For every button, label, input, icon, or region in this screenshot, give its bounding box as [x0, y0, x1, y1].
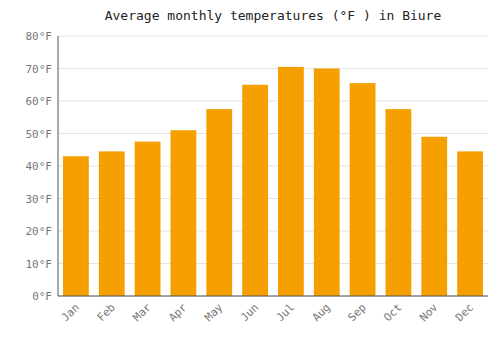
x-tick-label: Sep: [345, 301, 368, 324]
bar: [206, 109, 232, 296]
bar: [135, 142, 161, 296]
bar: [421, 137, 447, 296]
x-tick-label: Feb: [95, 301, 118, 324]
bar: [242, 85, 268, 296]
y-tick-label: 80°F: [26, 30, 53, 43]
bar: [99, 151, 125, 296]
x-tick-label: Jul: [274, 301, 297, 324]
x-tick-label: May: [202, 301, 226, 325]
bars: [63, 67, 483, 296]
chart: Average monthly temperatures (°F ) in Bi…: [0, 0, 500, 350]
title: Average monthly temperatures (°F ) in Bi…: [105, 8, 442, 23]
x-axis: [58, 296, 488, 297]
grid-line: [58, 36, 488, 37]
bar: [63, 156, 89, 296]
bar: [314, 69, 340, 297]
y-tick-label: 60°F: [26, 95, 53, 108]
bar: [278, 67, 304, 296]
y-tick-label: 20°F: [26, 225, 53, 238]
y-tick-label: 50°F: [26, 128, 53, 141]
grid-line: [58, 133, 488, 134]
bar: [350, 83, 376, 296]
grid-line: [58, 296, 488, 297]
x-tick-label: Jun: [238, 301, 261, 324]
x-tick-label: Oct: [381, 301, 404, 324]
x-tick-label: Apr: [166, 301, 190, 325]
grid: [58, 36, 488, 296]
bar: [457, 151, 483, 296]
y-tick-label: 40°F: [26, 160, 53, 173]
y-tick-labels: 0°F 10°F 20°F 30°F 40°F 50°F 60°F 70°F 80°F: [26, 30, 53, 303]
x-tick-label: Dec: [453, 301, 476, 324]
bar: [386, 109, 412, 296]
x-tick-label: Nov: [417, 301, 441, 325]
grid-line: [58, 68, 488, 69]
x-tick-label: Jan: [59, 301, 82, 324]
bar: [171, 130, 197, 296]
y-tick-label: 70°F: [26, 63, 53, 76]
grid-line: [58, 101, 488, 102]
y-tick-label: 10°F: [26, 258, 53, 271]
x-tick-label: Aug: [310, 301, 333, 324]
y-axis: [58, 36, 59, 296]
y-tick-label: 0°F: [32, 290, 52, 303]
x-tick-label: Mar: [130, 301, 154, 325]
x-tick-labels: Jan Feb Mar Apr May Jun Jul Aug Sep Oct Nov Dec: [59, 301, 476, 325]
y-tick-label: 30°F: [26, 193, 53, 206]
